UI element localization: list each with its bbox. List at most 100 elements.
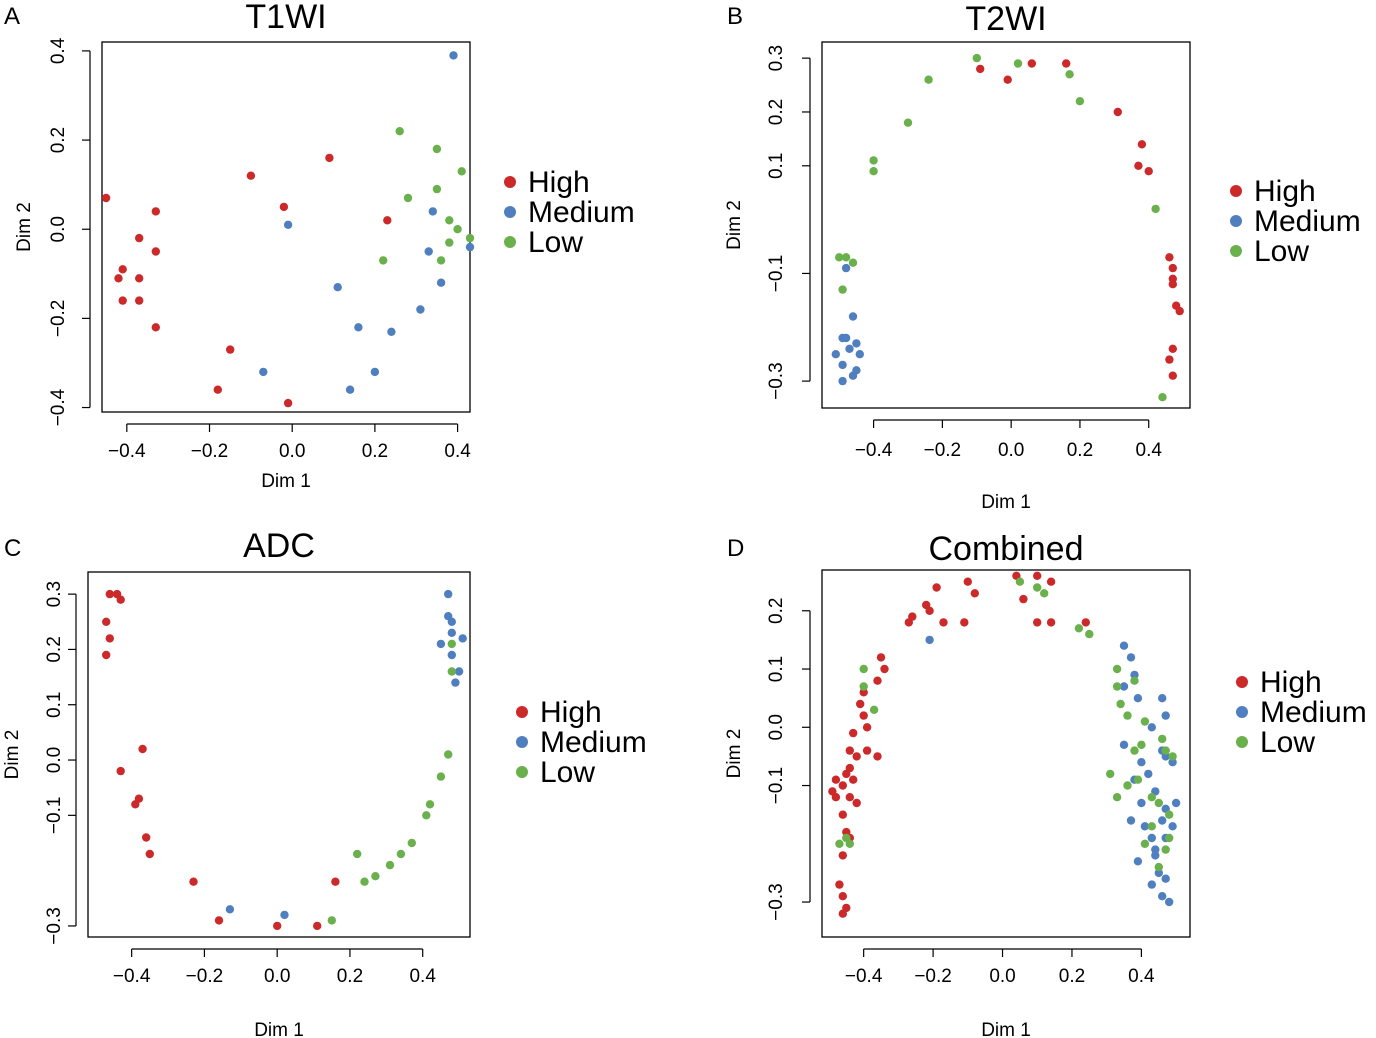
- point-medium: [354, 323, 363, 332]
- legend-label-medium: Medium: [528, 196, 635, 229]
- point-high: [1168, 280, 1178, 289]
- x-tick-label: 0.2: [1059, 966, 1085, 987]
- point-low: [436, 772, 446, 781]
- point-low: [432, 184, 442, 194]
- x-tick-label: −0.4: [845, 966, 883, 987]
- panel-letter: C: [4, 535, 21, 562]
- x-tick-label: 0.0: [264, 966, 290, 987]
- point-medium: [1137, 798, 1146, 808]
- point-low: [1158, 734, 1167, 744]
- point-low: [457, 167, 466, 176]
- point-low: [445, 216, 454, 225]
- point-high: [835, 880, 844, 889]
- point-high: [1019, 594, 1028, 604]
- point-low: [1133, 775, 1143, 784]
- point-low: [841, 253, 851, 262]
- point-high: [1081, 618, 1091, 627]
- series-high: [102, 589, 340, 931]
- point-low: [1116, 699, 1125, 709]
- y-axis-title: Dim 2: [2, 730, 23, 780]
- point-low: [1075, 97, 1085, 106]
- point-low: [403, 193, 413, 203]
- point-low: [1085, 629, 1094, 639]
- panel-a: A T1WI −0.4 −0.2 0.0 0.2 0.4 −0.4 −0.2 0.0 0.2 0.4 D…: [4, 0, 635, 492]
- point-medium: [1161, 752, 1170, 761]
- legend-label-medium: Medium: [1260, 696, 1367, 729]
- point-medium: [1119, 682, 1129, 691]
- point-high: [214, 916, 224, 925]
- point-high: [118, 265, 127, 274]
- point-low: [425, 800, 435, 809]
- point-high: [838, 781, 847, 790]
- legend-marker-high: [516, 706, 528, 718]
- legend-marker-high: [1230, 185, 1242, 197]
- y-axis-title: Dim 2: [724, 729, 745, 779]
- chart-title: T1WI: [245, 0, 326, 36]
- point-medium: [1147, 723, 1157, 732]
- point-low: [1158, 393, 1167, 402]
- x-tick-label: 0.2: [362, 441, 388, 462]
- legend-marker-medium: [1236, 706, 1248, 718]
- point-medium: [1151, 845, 1160, 854]
- point-medium: [447, 617, 456, 626]
- point-high: [849, 728, 858, 738]
- point-high: [845, 793, 854, 802]
- panel-d: D Combined −0.4 −0.2 0.0 0.2 0.4 −0.3 −0.1 0.0 0.1…: [724, 530, 1367, 1038]
- point-low: [1147, 822, 1157, 831]
- point-low: [1123, 711, 1132, 720]
- point-low: [869, 156, 878, 165]
- point-high: [1168, 263, 1178, 273]
- x-tick-label: −0.4: [113, 966, 151, 987]
- y-tick-label: −0.1: [766, 255, 787, 293]
- series-medium: [831, 263, 864, 386]
- point-high: [213, 385, 222, 394]
- chart-title: Combined: [929, 530, 1084, 568]
- legend-marker-medium: [516, 736, 528, 748]
- point-high: [116, 766, 125, 776]
- point-medium: [1158, 694, 1167, 703]
- point-high: [873, 752, 882, 761]
- point-low: [395, 127, 404, 136]
- point-medium: [1147, 880, 1157, 889]
- series-high: [976, 59, 1184, 380]
- x-axis-title: Dim 1: [261, 471, 311, 492]
- x-tick-label: 0.0: [279, 441, 305, 462]
- point-high: [856, 699, 865, 709]
- point-low: [1033, 583, 1042, 592]
- point-high: [1134, 161, 1143, 170]
- y-tick-label: 0.3: [766, 45, 787, 71]
- point-medium: [345, 385, 355, 394]
- point-medium: [416, 305, 425, 314]
- legend-marker-medium: [1230, 215, 1242, 227]
- x-tick-label: 0.2: [1067, 440, 1093, 461]
- point-medium: [1126, 653, 1136, 662]
- point-high: [838, 892, 847, 901]
- point-medium: [838, 376, 847, 386]
- y-tick-label: −0.3: [44, 907, 65, 945]
- point-high: [859, 688, 868, 697]
- y-tick-label: −0.4: [48, 388, 69, 426]
- x-tick-label: −0.2: [924, 440, 962, 461]
- point-high: [101, 193, 111, 203]
- x-axis-title: Dim 1: [254, 1020, 304, 1038]
- point-high: [279, 202, 289, 212]
- point-medium: [387, 327, 396, 336]
- y-tick-label: 0.2: [44, 636, 65, 662]
- point-high: [151, 323, 160, 332]
- x-tick-label: 0.4: [1136, 440, 1163, 461]
- point-high: [845, 746, 854, 755]
- y-tick-label: −0.2: [48, 300, 69, 338]
- point-low: [1015, 577, 1025, 586]
- point-high: [873, 676, 882, 685]
- point-high: [1062, 59, 1071, 68]
- point-medium: [838, 360, 847, 370]
- chart-title: ADC: [243, 527, 315, 565]
- point-high: [131, 800, 140, 809]
- x-tick-label: −0.2: [186, 966, 224, 987]
- point-medium: [1133, 857, 1143, 866]
- legend-label-low: Low: [1260, 726, 1315, 759]
- point-medium: [428, 207, 437, 216]
- y-tick-label: −0.1: [766, 767, 787, 805]
